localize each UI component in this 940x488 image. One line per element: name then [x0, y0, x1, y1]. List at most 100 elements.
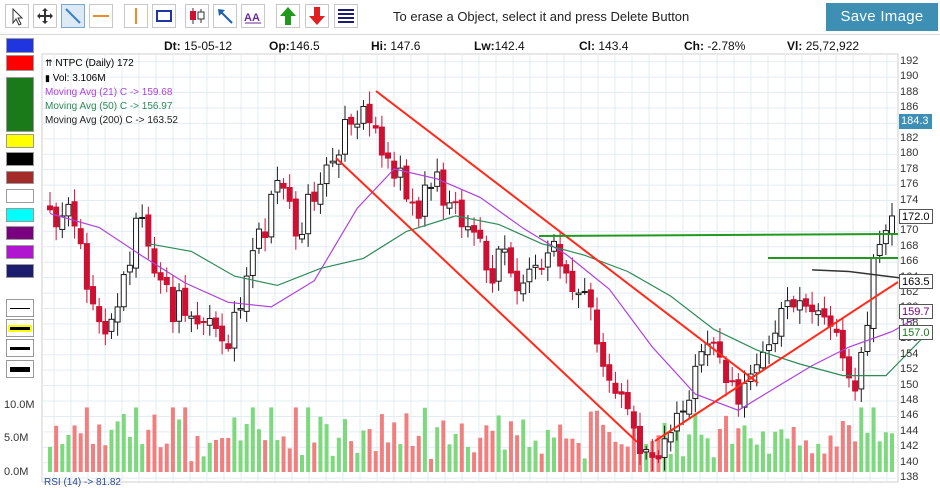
volume-tick-label: 5.0M	[4, 432, 29, 444]
candle-body	[415, 200, 422, 219]
up-arrow-tool-icon[interactable]	[276, 4, 300, 28]
candle-body	[557, 243, 564, 267]
volume-bar	[343, 419, 348, 472]
candle-body	[323, 164, 330, 185]
candle	[47, 192, 53, 213]
volume-bar	[803, 440, 808, 472]
volume-bars-icon: ▮	[45, 73, 50, 83]
volume-bar	[791, 427, 796, 472]
candle-body	[329, 160, 336, 164]
candle	[624, 379, 631, 416]
color-swatch-white[interactable]	[6, 189, 34, 203]
low-readout: Lw:142.4	[474, 39, 525, 53]
candle-type-icon[interactable]	[185, 4, 209, 28]
volume-bar	[767, 453, 772, 472]
candle-body	[802, 298, 809, 307]
color-palette	[0, 34, 40, 384]
candle-body	[759, 351, 766, 369]
line-width-thin[interactable]	[6, 299, 34, 317]
candle	[311, 181, 318, 211]
line-width-medium[interactable]	[6, 339, 34, 357]
volume-bar	[355, 452, 360, 472]
drawn-trend-line[interactable]	[654, 281, 899, 442]
candle	[593, 297, 600, 353]
candle-body	[889, 215, 895, 235]
volume-bar	[576, 443, 581, 472]
volume-bar	[754, 444, 759, 472]
candle	[403, 159, 410, 203]
candle	[385, 141, 392, 169]
candle-body	[649, 452, 656, 458]
line-width-thick-yellow[interactable]	[6, 319, 34, 337]
candle-body	[483, 240, 490, 271]
candle	[790, 295, 797, 313]
candle	[255, 222, 262, 254]
color-swatch-blue[interactable]	[6, 38, 34, 53]
save-image-button[interactable]: Save Image	[826, 3, 938, 31]
candle	[784, 287, 791, 320]
color-swatch-violet[interactable]	[6, 245, 34, 259]
volume-bar	[91, 443, 96, 472]
candle	[526, 257, 533, 294]
pointer-tool-icon[interactable]	[5, 4, 29, 28]
candle-body	[237, 307, 244, 311]
candles	[47, 91, 895, 472]
color-swatch-purple[interactable]	[6, 226, 34, 240]
text-tool-icon[interactable]: AA	[241, 4, 265, 28]
y-tick-label: 138	[900, 471, 919, 484]
candle-body	[864, 324, 871, 353]
drawn-trend-line[interactable]	[375, 90, 759, 384]
y-tick-label: 188	[900, 85, 919, 98]
candle-body	[102, 320, 109, 335]
candle	[126, 251, 133, 286]
price-chart[interactable]	[0, 34, 940, 484]
candle	[452, 191, 459, 215]
candle-body	[409, 201, 416, 204]
color-swatch-red[interactable]	[6, 55, 34, 71]
volume-bar	[66, 434, 71, 472]
candle-body	[182, 287, 189, 316]
volume-bar	[631, 423, 636, 472]
drawn-trend-line[interactable]	[538, 233, 899, 237]
vertical-line-tool-icon[interactable]	[124, 4, 148, 28]
candle	[821, 296, 828, 325]
horizontal-line-tool-icon[interactable]	[89, 4, 113, 28]
fibonacci-tool-icon[interactable]	[334, 4, 358, 28]
line-width-thick[interactable]	[6, 360, 34, 378]
volume-bar	[336, 437, 341, 472]
candle-body	[729, 380, 736, 383]
candle-body	[354, 123, 361, 128]
candle-body	[298, 233, 305, 240]
candle-body	[507, 247, 514, 274]
volume-bar	[177, 419, 182, 472]
candle-body	[489, 268, 496, 284]
move-tool-icon[interactable]	[33, 4, 57, 28]
candle-body	[600, 341, 607, 367]
candle-body	[563, 264, 570, 274]
volume-bar	[871, 407, 876, 472]
color-swatch-green[interactable]	[6, 77, 34, 132]
candle	[231, 301, 238, 362]
color-swatch-black[interactable]	[6, 152, 34, 166]
color-swatch-navy[interactable]	[6, 264, 34, 278]
candle	[882, 224, 889, 255]
candle	[723, 356, 730, 397]
volume-bar	[379, 414, 384, 472]
candle	[655, 450, 662, 464]
volume-bar	[115, 421, 120, 472]
candle	[71, 189, 78, 239]
color-swatch-brown[interactable]	[6, 171, 34, 184]
candle-body	[766, 344, 773, 352]
drawn-trend-line[interactable]	[335, 157, 638, 443]
candle	[280, 178, 287, 200]
trend-line-tool-icon[interactable]	[61, 4, 85, 28]
arrow-tool-icon[interactable]	[213, 4, 237, 28]
candle	[243, 267, 250, 322]
color-swatch-cyan[interactable]	[6, 208, 34, 222]
legend-ma50: Moving Avg (50) C -> 156.97	[45, 101, 173, 112]
color-swatch-yellow[interactable]	[6, 134, 34, 148]
candle-body	[385, 152, 392, 159]
rectangle-tool-icon[interactable]	[152, 4, 176, 28]
candle-body	[446, 202, 453, 209]
down-arrow-tool-icon[interactable]	[305, 4, 329, 28]
